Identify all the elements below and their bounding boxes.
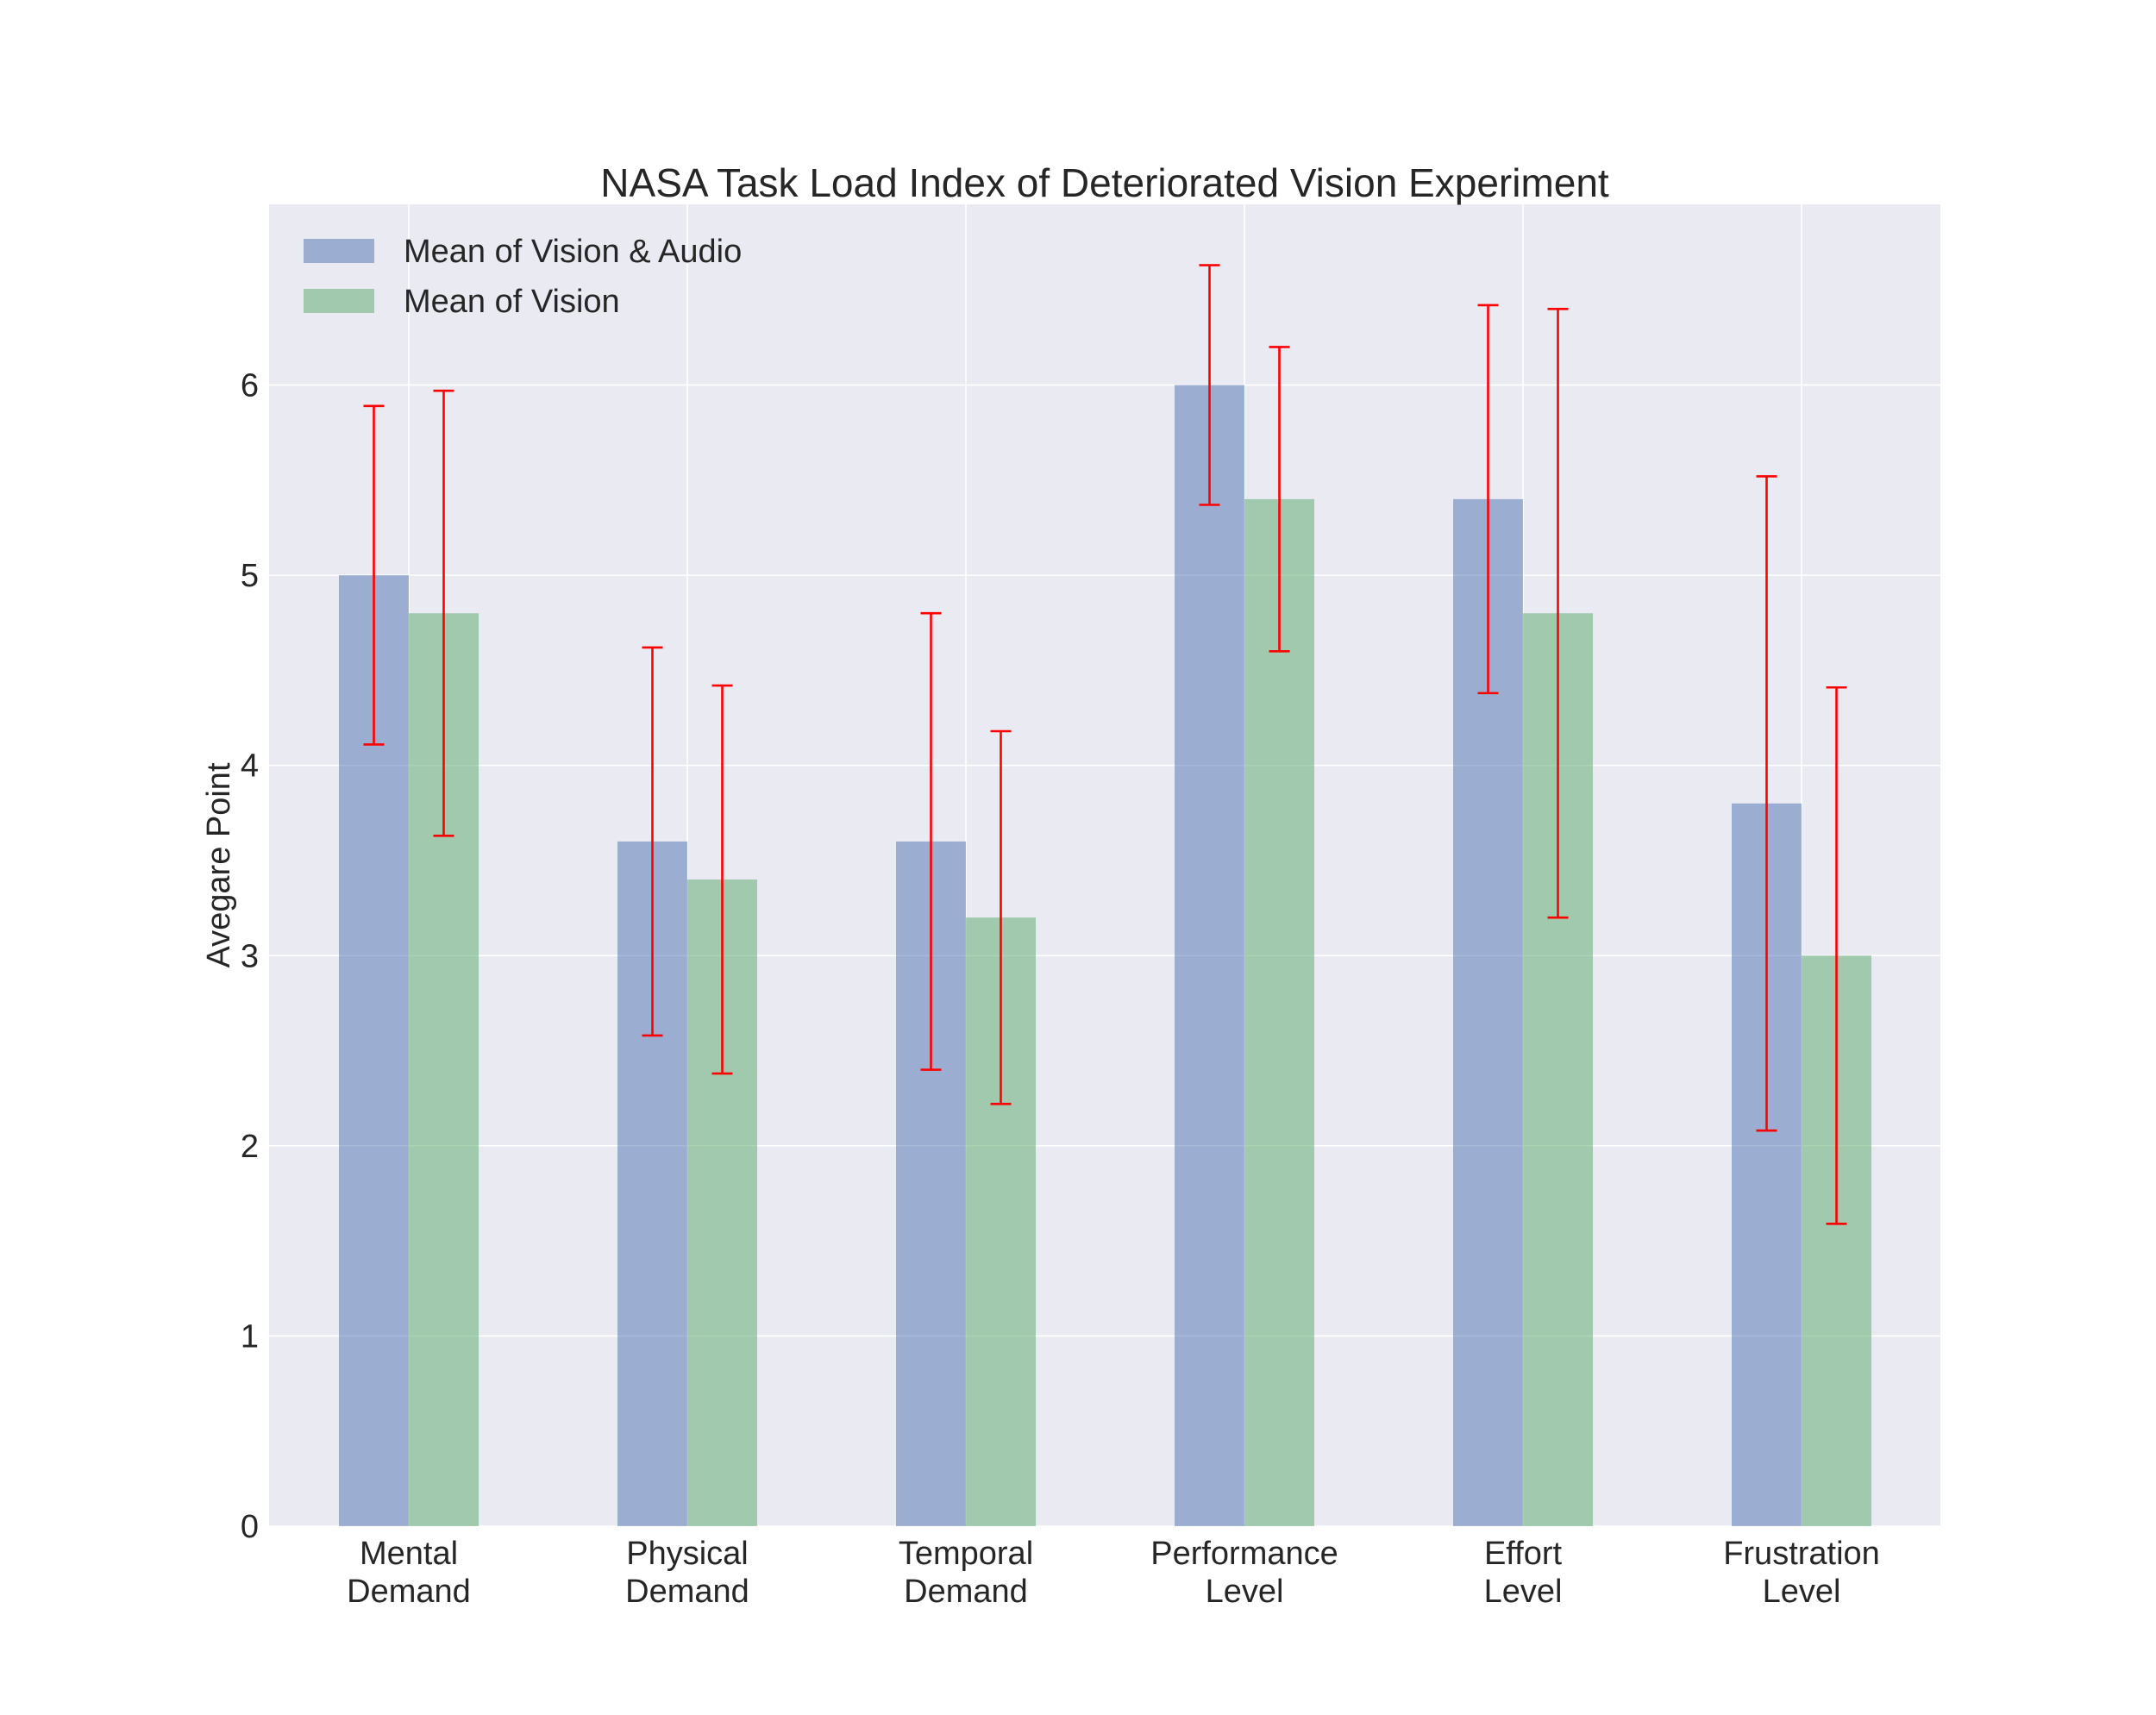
y-tick-label: 1 [241, 1318, 259, 1355]
x-tick-label: Mental Demand [347, 1536, 471, 1610]
legend-swatch [304, 239, 374, 263]
legend-label: Mean of Vision & Audio [404, 234, 742, 270]
x-tick-labels: Mental Demand Physical Demand Temporal Demand… [347, 1536, 1880, 1610]
legend-label: Mean of Vision [404, 284, 620, 320]
y-tick-label: 4 [241, 748, 259, 785]
bar-series1 [1175, 385, 1244, 1526]
y-tick-labels: 0 1 2 3 4 5 6 [241, 368, 259, 1545]
x-tick-label: Performance Level [1150, 1536, 1338, 1610]
y-tick-label: 0 [241, 1509, 259, 1545]
bar-series2 [1244, 498, 1314, 1526]
y-axis-label: Avegare Point [201, 762, 237, 967]
x-tick-label: Effort Level [1484, 1536, 1563, 1610]
y-tick-label: 3 [241, 938, 259, 974]
chart-title: NASA Task Load Index of Deteriorated Vis… [600, 160, 1609, 205]
y-tick-label: 5 [241, 558, 259, 594]
plot-area [269, 204, 1940, 1526]
y-tick-label: 2 [241, 1129, 259, 1165]
bars [339, 385, 1871, 1526]
x-tick-label: Frustration Level [1723, 1536, 1880, 1610]
y-tick-label: 6 [241, 368, 259, 404]
x-tick-label: Temporal Demand [899, 1536, 1033, 1610]
x-tick-label: Physical Demand [625, 1536, 749, 1610]
legend-swatch [304, 289, 374, 313]
error-bars [363, 264, 1847, 1225]
legend: Mean of Vision & Audio Mean of Vision [304, 234, 742, 320]
